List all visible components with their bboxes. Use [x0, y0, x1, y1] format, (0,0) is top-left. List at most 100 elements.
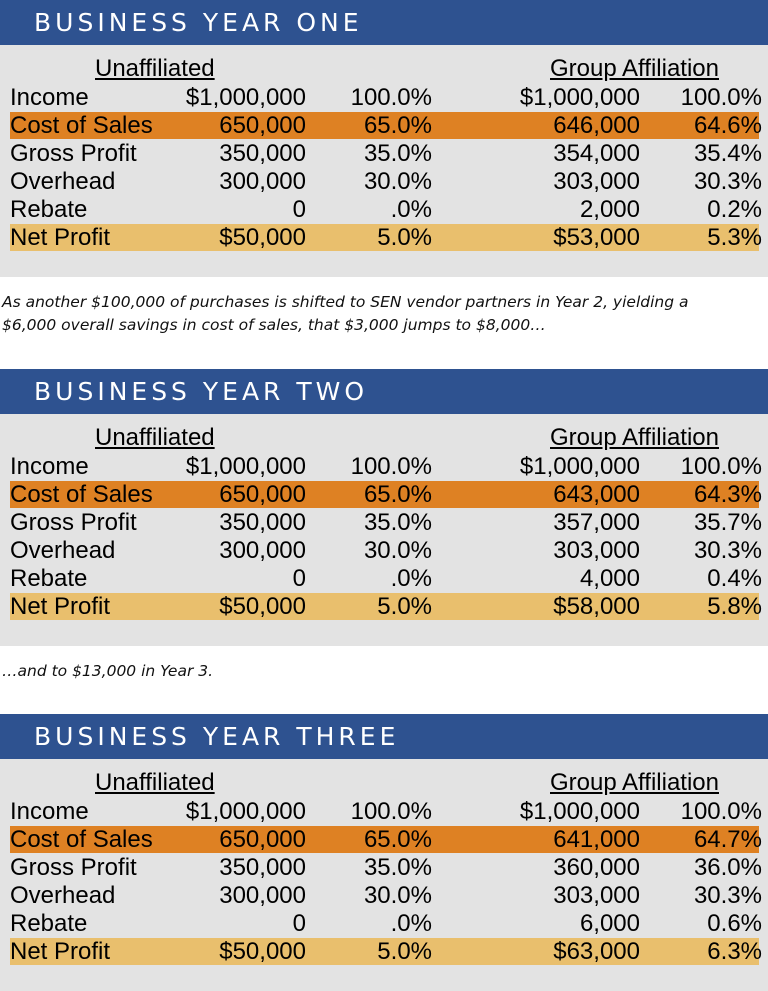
- row-label: Overhead: [10, 537, 116, 564]
- section-title: BUSINESS YEAR THREE: [34, 722, 400, 751]
- year-two-intro-line2: $6,000 overall savings in cost of sales,…: [2, 316, 546, 334]
- group-amount: 303,000: [553, 882, 640, 909]
- group-amount: 6,000: [579, 910, 640, 937]
- group-percent: 100.0%: [680, 453, 762, 480]
- group-percent: 36.0%: [693, 854, 762, 881]
- group-amount: 643,000: [553, 481, 640, 508]
- unaffiliated-amount: 300,000: [219, 537, 306, 564]
- group-amount: 303,000: [553, 168, 640, 195]
- unaffiliated-percent: 35.0%: [363, 854, 432, 881]
- unaffiliated-amount: $50,000: [219, 593, 306, 620]
- group-amount: $53,000: [553, 224, 640, 251]
- unaffiliated-percent: .0%: [390, 565, 432, 592]
- net-profit-highlight: [10, 224, 759, 251]
- row-label: Cost of Sales: [10, 481, 153, 508]
- unaffiliated-percent: 100.0%: [350, 798, 432, 825]
- column-header-unaffiliated: Unaffiliated: [95, 769, 215, 796]
- column-header-unaffiliated: Unaffiliated: [95, 55, 215, 82]
- group-amount: $1,000,000: [519, 453, 640, 480]
- net-profit-highlight: [10, 593, 759, 620]
- group-percent: 64.3%: [693, 481, 762, 508]
- unaffiliated-amount: $50,000: [219, 938, 306, 965]
- row-label: Income: [10, 798, 89, 825]
- unaffiliated-amount: 650,000: [219, 826, 306, 853]
- row-label: Income: [10, 453, 89, 480]
- unaffiliated-percent: 30.0%: [363, 882, 432, 909]
- group-percent: 0.4%: [707, 565, 762, 592]
- cost-of-sales-highlight: [10, 826, 759, 853]
- column-header-group-affiliation: Group Affiliation: [550, 55, 719, 82]
- group-amount: $1,000,000: [519, 84, 640, 111]
- group-amount: 357,000: [553, 509, 640, 536]
- unaffiliated-amount: 300,000: [219, 882, 306, 909]
- unaffiliated-percent: .0%: [390, 910, 432, 937]
- unaffiliated-percent: 35.0%: [363, 140, 432, 167]
- row-label: Income: [10, 84, 89, 111]
- group-amount: $63,000: [553, 938, 640, 965]
- unaffiliated-percent: 5.0%: [377, 938, 432, 965]
- group-percent: 30.3%: [693, 537, 762, 564]
- unaffiliated-amount: 0: [292, 196, 306, 223]
- unaffiliated-percent: 100.0%: [350, 84, 432, 111]
- row-label: Rebate: [10, 910, 88, 937]
- unaffiliated-percent: 30.0%: [363, 537, 432, 564]
- unaffiliated-percent: 5.0%: [377, 593, 432, 620]
- group-percent: 30.3%: [693, 168, 762, 195]
- column-header-group-affiliation: Group Affiliation: [550, 769, 719, 796]
- section-title: BUSINESS YEAR TWO: [34, 377, 369, 406]
- group-amount: 2,000: [579, 196, 640, 223]
- group-percent: 100.0%: [680, 798, 762, 825]
- unaffiliated-amount: $1,000,000: [185, 84, 306, 111]
- financial-table: Unaffiliated Group Affiliation Income $1,00…: [0, 759, 768, 991]
- group-percent: 64.7%: [693, 826, 762, 853]
- row-label: Gross Profit: [10, 509, 137, 536]
- group-percent: 5.3%: [707, 224, 762, 251]
- unaffiliated-percent: .0%: [390, 196, 432, 223]
- unaffiliated-percent: 30.0%: [363, 168, 432, 195]
- year-three-intro: …and to $13,000 in Year 3.: [2, 662, 214, 680]
- section-banner: BUSINESS YEAR ONE: [0, 0, 768, 45]
- group-percent: 6.3%: [707, 938, 762, 965]
- row-label: Net Profit: [10, 224, 111, 251]
- unaffiliated-amount: 650,000: [219, 481, 306, 508]
- financial-table: Unaffiliated Group Affiliation Income $1,00…: [0, 414, 768, 646]
- net-profit-highlight: [10, 938, 759, 965]
- group-amount: 360,000: [553, 854, 640, 881]
- unaffiliated-amount: 300,000: [219, 168, 306, 195]
- group-amount: $1,000,000: [519, 798, 640, 825]
- section-banner: BUSINESS YEAR TWO: [0, 369, 768, 414]
- row-label: Gross Profit: [10, 140, 137, 167]
- row-label: Overhead: [10, 168, 116, 195]
- group-percent: 35.7%: [693, 509, 762, 536]
- section-title: BUSINESS YEAR ONE: [34, 8, 363, 37]
- group-percent: 35.4%: [693, 140, 762, 167]
- cost-of-sales-highlight: [10, 481, 759, 508]
- unaffiliated-percent: 5.0%: [377, 224, 432, 251]
- unaffiliated-percent: 65.0%: [363, 112, 432, 139]
- group-amount: 641,000: [553, 826, 640, 853]
- unaffiliated-percent: 65.0%: [363, 826, 432, 853]
- row-label: Rebate: [10, 196, 88, 223]
- unaffiliated-amount: 0: [292, 910, 306, 937]
- unaffiliated-percent: 65.0%: [363, 481, 432, 508]
- unaffiliated-amount: $1,000,000: [185, 453, 306, 480]
- unaffiliated-amount: $50,000: [219, 224, 306, 251]
- group-amount: 303,000: [553, 537, 640, 564]
- unaffiliated-percent: 35.0%: [363, 509, 432, 536]
- group-amount: $58,000: [553, 593, 640, 620]
- unaffiliated-amount: 350,000: [219, 854, 306, 881]
- section-banner: BUSINESS YEAR THREE: [0, 714, 768, 759]
- group-percent: 30.3%: [693, 882, 762, 909]
- row-label: Cost of Sales: [10, 826, 153, 853]
- unaffiliated-amount: $1,000,000: [185, 798, 306, 825]
- row-label: Rebate: [10, 565, 88, 592]
- column-header-unaffiliated: Unaffiliated: [95, 424, 215, 451]
- group-percent: 0.2%: [707, 196, 762, 223]
- row-label: Net Profit: [10, 938, 111, 965]
- unaffiliated-percent: 100.0%: [350, 453, 432, 480]
- unaffiliated-amount: 350,000: [219, 509, 306, 536]
- row-label: Gross Profit: [10, 854, 137, 881]
- cost-of-sales-highlight: [10, 112, 759, 139]
- year-two-intro-line1: As another $100,000 of purchases is shif…: [2, 293, 689, 311]
- group-amount: 646,000: [553, 112, 640, 139]
